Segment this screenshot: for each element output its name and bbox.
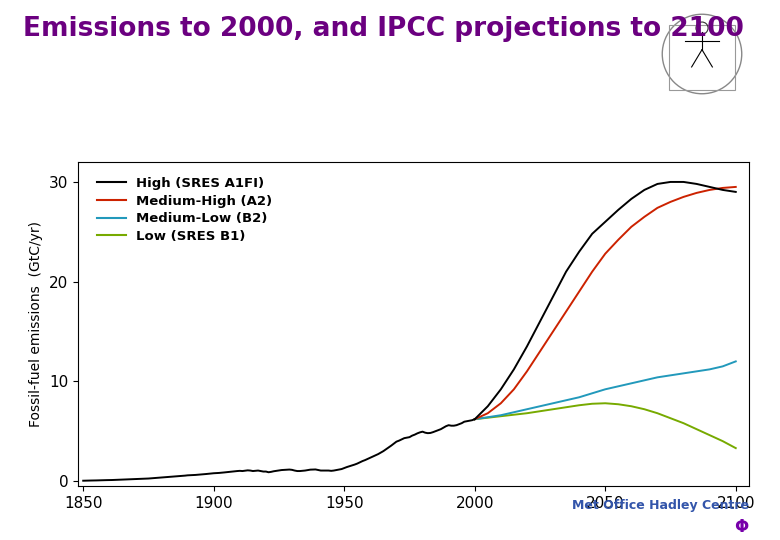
Legend: High (SRES A1FI), Medium-High (A2), Medium-Low (B2), Low (SRES B1): High (SRES A1FI), Medium-High (A2), Medi… <box>91 172 278 248</box>
Text: Met Office Hadley Centre: Met Office Hadley Centre <box>572 500 749 512</box>
Y-axis label: Fossil-fuel emissions  (GtC/yr): Fossil-fuel emissions (GtC/yr) <box>30 221 44 427</box>
Text: Φ: Φ <box>735 518 749 536</box>
Text: Emissions to 2000, and IPCC projections to 2100: Emissions to 2000, and IPCC projections … <box>23 16 744 42</box>
